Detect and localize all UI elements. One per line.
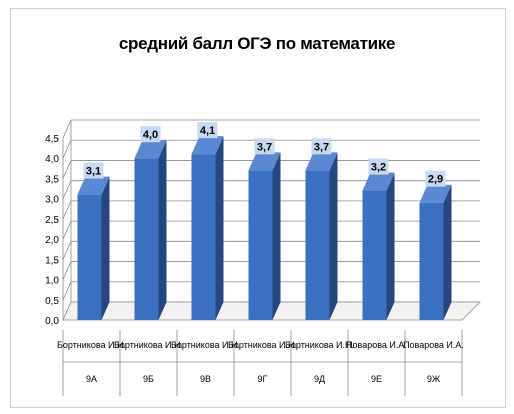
data-label: 4,0 bbox=[143, 129, 158, 141]
category-class-label: 9Ж bbox=[427, 374, 441, 384]
chart-frame bbox=[10, 8, 506, 408]
y-tick-label: 1,0 bbox=[45, 276, 59, 287]
bar-top bbox=[305, 152, 338, 171]
data-label-background bbox=[311, 138, 332, 155]
bar-top bbox=[362, 172, 395, 191]
data-label-background bbox=[425, 170, 446, 187]
bar-top bbox=[134, 140, 167, 159]
y-tick-label: 4,0 bbox=[45, 154, 59, 165]
grid-depth-line bbox=[62, 200, 72, 220]
y-tick-label: 0,0 bbox=[45, 316, 59, 327]
bar-side bbox=[215, 136, 224, 320]
category-class-label: 9Б bbox=[143, 374, 154, 384]
category-teacher-label: Бортникова И.Н. bbox=[285, 340, 354, 350]
bar-side bbox=[443, 184, 452, 320]
y-tick-label: 3,0 bbox=[45, 195, 59, 206]
bar bbox=[134, 158, 159, 320]
bar-top bbox=[191, 136, 224, 155]
data-label: 3,1 bbox=[86, 166, 101, 178]
y-tick-label: 3,5 bbox=[45, 174, 59, 185]
grid-depth-line bbox=[62, 140, 72, 159]
grid-depth-line bbox=[62, 160, 72, 179]
bar bbox=[419, 202, 444, 320]
bar-side bbox=[272, 152, 281, 320]
category-class-label: 9В bbox=[200, 374, 211, 384]
data-label-background bbox=[197, 122, 218, 139]
chart-title: средний балл ОГЭ по математике bbox=[118, 34, 396, 53]
bar bbox=[305, 170, 330, 320]
data-label: 2,9 bbox=[428, 174, 443, 186]
data-label: 3,7 bbox=[257, 141, 272, 153]
category-teacher-label: Бортникова И.Н. bbox=[57, 340, 126, 350]
data-label: 3,7 bbox=[314, 141, 329, 153]
y-tick-label: 2,0 bbox=[45, 235, 59, 246]
category-teacher-label: Поварова И.А. bbox=[346, 340, 407, 350]
grid-depth-line bbox=[62, 261, 72, 280]
bar-top bbox=[77, 176, 110, 195]
y-tick-label: 4,5 bbox=[45, 134, 59, 145]
bar bbox=[248, 170, 273, 320]
bar bbox=[362, 190, 387, 320]
data-label: 4,1 bbox=[200, 125, 215, 137]
category-class-label: 9А bbox=[86, 374, 97, 384]
bar-side bbox=[386, 172, 395, 320]
y-tick-label: 1,5 bbox=[45, 255, 59, 266]
category-teacher-label: Бортникова И.Н. bbox=[114, 340, 183, 350]
data-label-background bbox=[140, 126, 161, 143]
bar-top bbox=[248, 152, 281, 171]
y-tick-label: 2,5 bbox=[45, 215, 59, 226]
data-label-background bbox=[254, 138, 275, 155]
grid-depth-line bbox=[62, 180, 72, 199]
bar bbox=[77, 194, 102, 320]
category-teacher-label: Поварова И.А. bbox=[403, 340, 464, 350]
grid-depth-line bbox=[62, 220, 72, 240]
bar-side bbox=[329, 152, 338, 320]
y-tick-label: 0,5 bbox=[45, 296, 59, 307]
grid-depth-line bbox=[62, 241, 72, 260]
bar bbox=[191, 154, 216, 320]
data-label: 3,2 bbox=[371, 162, 386, 174]
category-teacher-label: Бортникова И.Н. bbox=[228, 340, 297, 350]
bar-side bbox=[101, 176, 110, 320]
grid-depth-line bbox=[62, 119, 72, 139]
category-class-label: 9Д bbox=[314, 374, 325, 384]
category-teacher-label: Бортникова И.Н. bbox=[171, 340, 240, 350]
bar-side bbox=[158, 140, 167, 320]
grid-depth-line bbox=[62, 281, 72, 300]
category-class-label: 9Г bbox=[258, 374, 268, 384]
category-class-label: 9Е bbox=[371, 374, 382, 384]
bar-top bbox=[419, 184, 452, 203]
data-label-background bbox=[368, 158, 389, 175]
data-label-background bbox=[83, 162, 104, 179]
